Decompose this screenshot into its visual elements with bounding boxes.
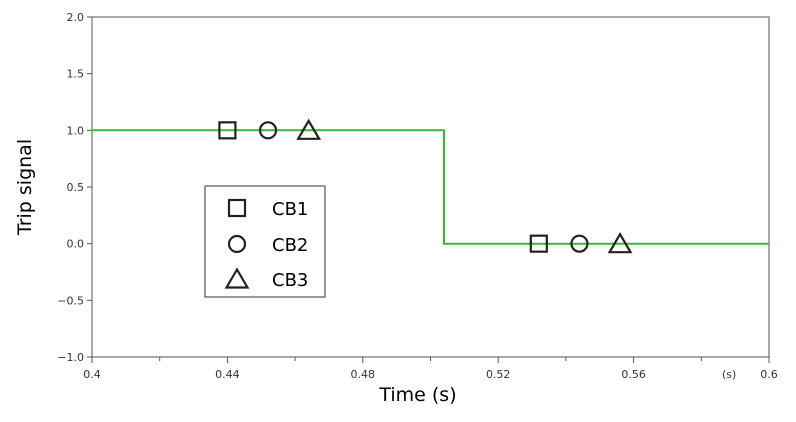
cb1-marker — [218, 121, 237, 140]
y-tick-label: 2.0 — [67, 11, 85, 24]
y-axis: −1.0 −0.5 0.0 0.5 1.0 1.5 2.0 — [57, 11, 92, 364]
cb2-marker — [258, 121, 278, 140]
x-axis: 0.4 0.44 0.48 0.52 0.56 0.6 — [83, 357, 778, 381]
x-tick-label: 0.6 — [760, 368, 778, 381]
plot-border — [91, 16, 770, 358]
cb3-marker — [296, 118, 322, 140]
y-tick-label: −1.0 — [57, 351, 84, 364]
x-tick-label: 0.44 — [215, 368, 240, 381]
x-tick-label: 0.48 — [351, 368, 376, 381]
x-axis-title: Time (s) — [378, 384, 456, 406]
cb3-marker — [607, 231, 633, 254]
cb1-marker — [529, 234, 548, 253]
legend-box — [204, 185, 326, 298]
x-tick-label: 0.52 — [486, 368, 511, 381]
marker-layer — [218, 118, 633, 254]
y-tick-label: 1.5 — [67, 68, 85, 81]
legend: CB1 CB2 CB3 — [204, 185, 326, 298]
cb2-legend-icon — [227, 234, 247, 254]
cb3-legend-icon — [224, 267, 250, 289]
trip-signal-line — [92, 129, 769, 245]
legend-label-cb1: CB1 — [272, 199, 308, 220]
x-unit-label: (s) — [722, 368, 736, 381]
y-tick-label: 0.0 — [67, 238, 85, 251]
y-tick-label: 0.5 — [67, 181, 85, 194]
legend-label-cb3: CB3 — [272, 270, 308, 291]
legend-label-cb2: CB2 — [272, 235, 308, 256]
x-tick-label: 0.4 — [83, 368, 101, 381]
x-tick-label: 0.56 — [621, 368, 646, 381]
trip-signal-path — [92, 129, 769, 245]
y-tick-label: 1.0 — [67, 124, 85, 137]
cb2-marker — [570, 234, 589, 253]
y-axis-title: Trip signal — [14, 139, 36, 236]
cb1-legend-icon — [227, 198, 247, 218]
y-tick-label: −0.5 — [57, 294, 84, 307]
plot-area — [91, 16, 770, 358]
